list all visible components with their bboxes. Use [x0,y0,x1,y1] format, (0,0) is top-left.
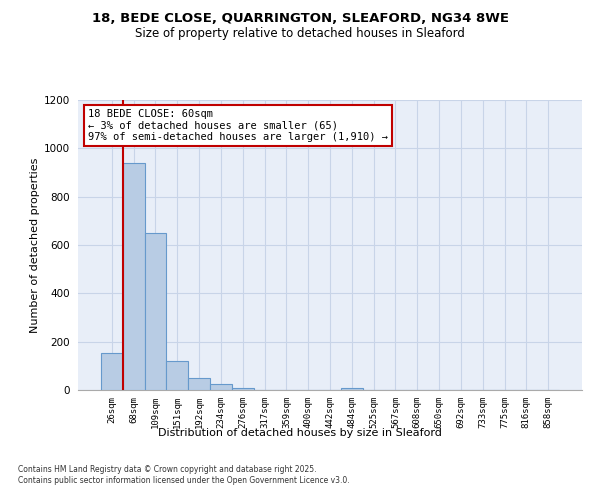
Text: Contains HM Land Registry data © Crown copyright and database right 2025.: Contains HM Land Registry data © Crown c… [18,465,317,474]
Y-axis label: Number of detached properties: Number of detached properties [30,158,40,332]
Text: Contains public sector information licensed under the Open Government Licence v3: Contains public sector information licen… [18,476,350,485]
Text: Size of property relative to detached houses in Sleaford: Size of property relative to detached ho… [135,28,465,40]
Bar [232,388,254,390]
Text: Distribution of detached houses by size in Sleaford: Distribution of detached houses by size … [158,428,442,438]
Bar [101,352,123,390]
Text: 18 BEDE CLOSE: 60sqm
← 3% of detached houses are smaller (65)
97% of semi-detach: 18 BEDE CLOSE: 60sqm ← 3% of detached ho… [88,108,388,142]
Bar [145,233,166,390]
Bar [123,163,145,390]
Bar [166,361,188,390]
Bar [341,388,363,390]
Text: 18, BEDE CLOSE, QUARRINGTON, SLEAFORD, NG34 8WE: 18, BEDE CLOSE, QUARRINGTON, SLEAFORD, N… [91,12,509,26]
Bar [210,384,232,390]
Bar [188,378,210,390]
